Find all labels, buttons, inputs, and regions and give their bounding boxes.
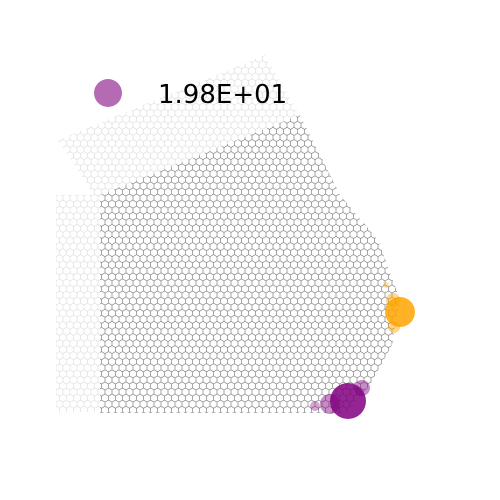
legend-label: 1.98E+01 bbox=[158, 80, 287, 110]
legend: 1.98E+01 bbox=[94, 79, 287, 110]
legend-marker bbox=[94, 79, 122, 107]
lattice-region-light-left bbox=[56, 195, 100, 412]
highlight-purple-cluster bbox=[310, 380, 370, 419]
highlight-orange-cluster bbox=[383, 282, 415, 333]
lattice-region-light-top bbox=[58, 55, 300, 197]
lattice-region-dark bbox=[100, 115, 400, 413]
